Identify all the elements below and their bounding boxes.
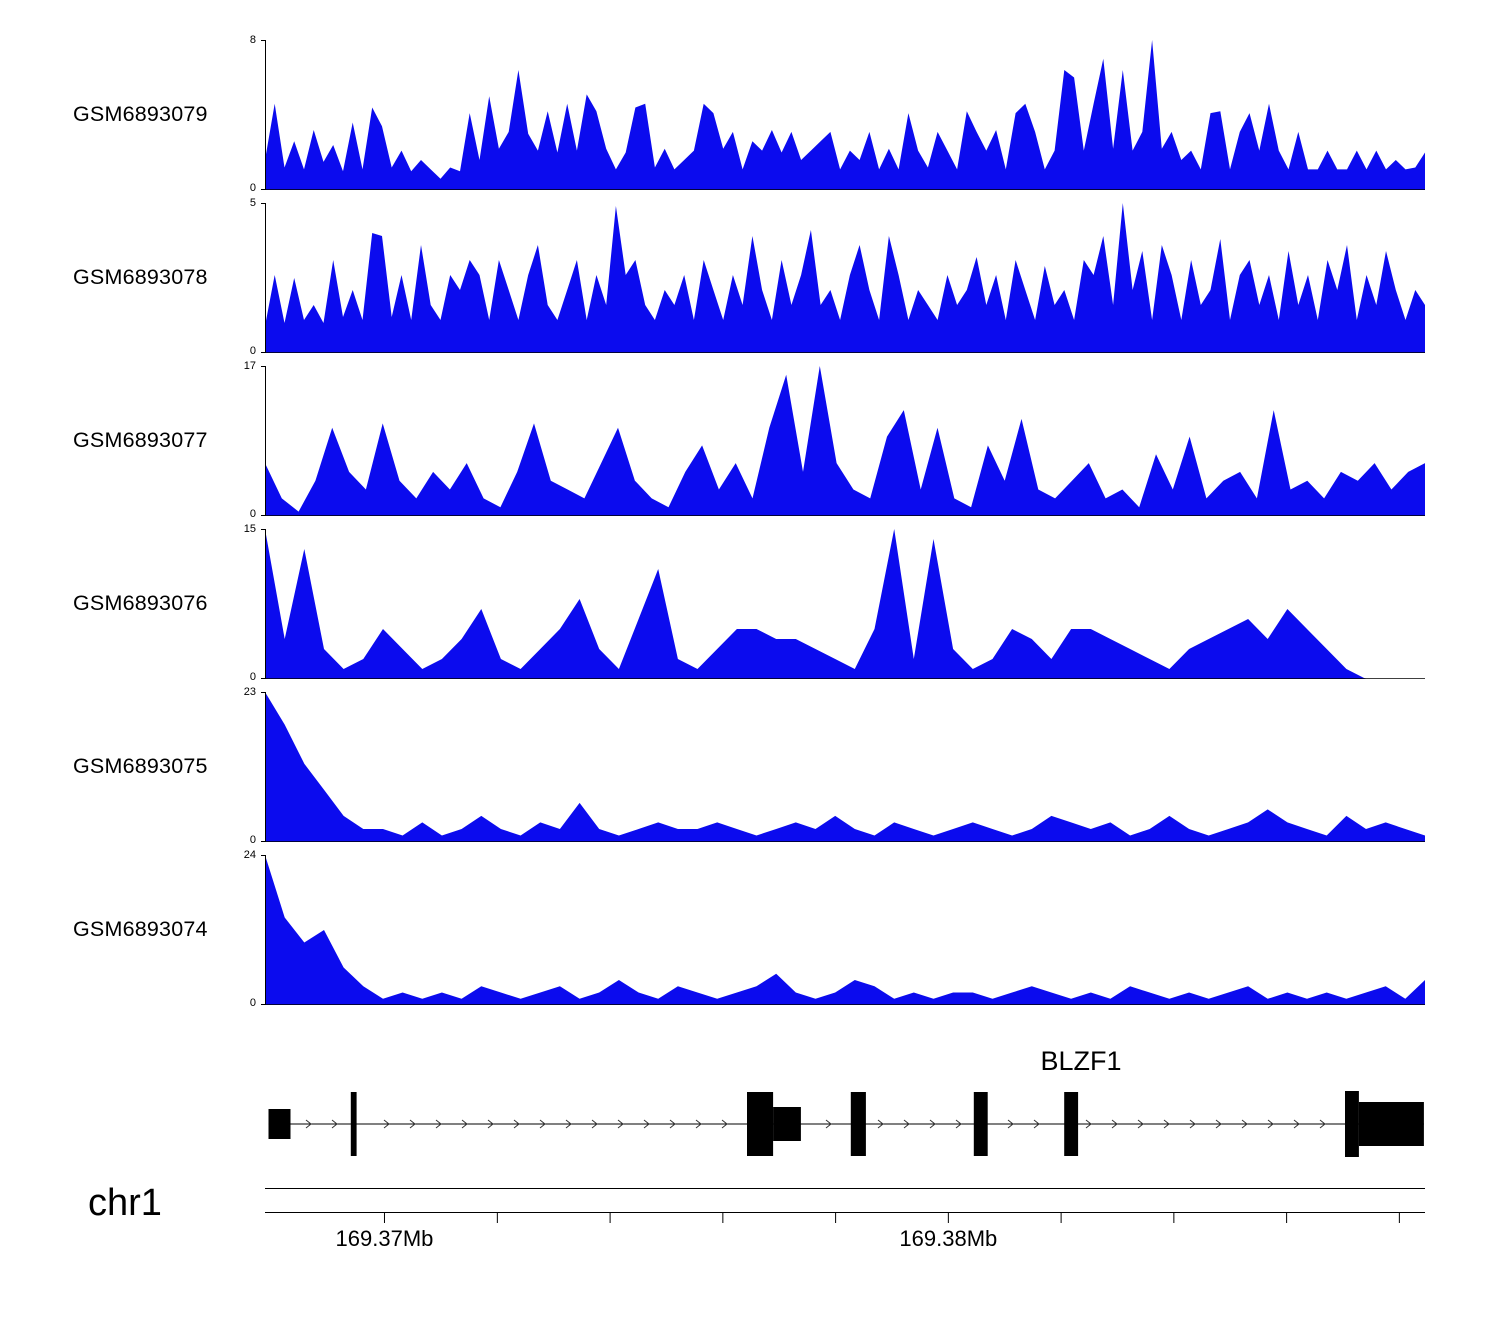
y-axis-max-label: 17 [243,360,256,372]
y-axis-zero-label: 0 [249,345,256,357]
gene-model-diagram [268,1091,1424,1157]
track-plot: 24 0 [244,850,1425,1009]
coverage-track-gsm6893076: GSM6893076 15 0 [0,523,1500,686]
coverage-track-gsm6893078: GSM6893078 5 0 [0,197,1500,360]
genome-axis-ruler: 169.37Mb 169.38Mb [265,1188,1425,1251]
y-axis-max-label: 8 [249,34,256,46]
coverage-area-chart [261,692,1425,842]
coverage-tracks: GSM6893079 8 0 GSM6893078 5 0 GSM6893077… [0,34,1500,1012]
track-plot: 17 0 [244,361,1425,520]
track-plot: 8 0 [250,35,1425,194]
coverage-track-gsm6893077: GSM6893077 17 0 [0,360,1500,523]
coverage-area-chart [261,855,1425,1005]
axis-tick-label: 169.37Mb [336,1226,434,1251]
y-axis-zero-label: 0 [249,182,256,194]
track-plot: 15 0 [244,524,1425,683]
track-label: GSM6893078 [73,265,208,289]
track-label: GSM6893075 [73,754,208,778]
coverage-area-chart [261,366,1425,516]
gene-name-label: BLZF1 [1040,1046,1122,1076]
y-axis-max-label: 23 [243,686,256,698]
chromosome-label: chr1 [88,1182,162,1224]
axis-tick-label: 169.38Mb [899,1226,997,1251]
track-plot: 5 0 [250,198,1425,357]
y-axis-max-label: 5 [249,197,256,209]
track-label: GSM6893079 [73,102,208,126]
coverage-track-gsm6893075: GSM6893075 23 0 [0,686,1500,849]
coverage-area-chart [261,529,1425,679]
gene-model-track: BLZF1 [265,1046,1425,1176]
track-plot: 23 0 [244,687,1425,846]
track-label: GSM6893074 [73,917,208,941]
coverage-area-chart [261,40,1425,190]
y-axis-zero-label: 0 [249,508,256,520]
track-label: GSM6893076 [73,591,208,615]
y-axis-max-label: 15 [243,523,256,535]
coverage-track-gsm6893074: GSM6893074 24 0 [0,849,1500,1012]
track-label: GSM6893077 [73,428,208,452]
y-axis-max-label: 24 [243,849,256,861]
y-axis-zero-label: 0 [249,997,256,1009]
y-axis-zero-label: 0 [249,671,256,683]
y-axis-zero-label: 0 [249,834,256,846]
coverage-area-chart [261,203,1425,353]
coverage-track-gsm6893079: GSM6893079 8 0 [0,34,1500,197]
